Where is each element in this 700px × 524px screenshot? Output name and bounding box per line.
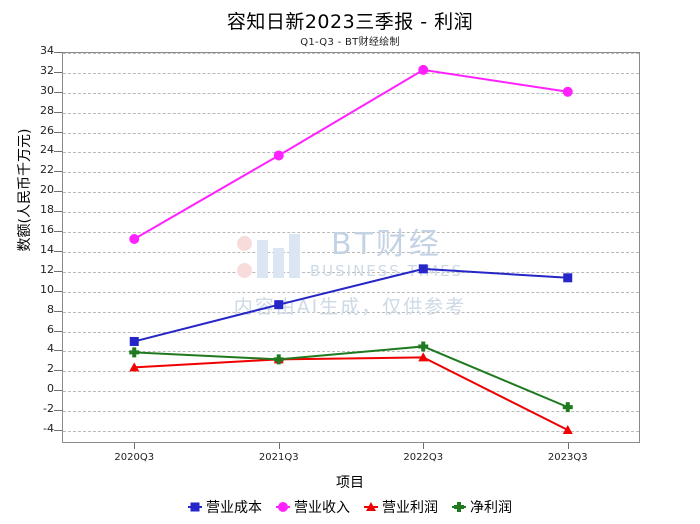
y-tick-label: 32: [40, 63, 54, 77]
y-tick-mark: [54, 111, 62, 113]
x-axis-label: 项目: [336, 475, 364, 491]
y-tick-mark: [54, 250, 62, 252]
legend-item[interactable]: 营业收入: [276, 497, 350, 517]
gridline: [63, 331, 639, 333]
legend-marker-icon: [188, 500, 202, 514]
y-tick-mark: [54, 211, 62, 213]
y-tick-mark: [54, 410, 62, 412]
data-point-marker: [278, 502, 288, 512]
gridline: [63, 251, 639, 253]
legend-marker-icon: [276, 500, 290, 514]
data-point-marker: [190, 502, 200, 512]
y-tick-label: 6: [47, 322, 54, 336]
legend-label: 营业利润: [382, 500, 438, 516]
y-tick-mark: [54, 131, 62, 133]
y-tick-label: 18: [40, 203, 54, 217]
y-tick-mark: [54, 270, 62, 272]
y-tick-label: 24: [40, 143, 54, 157]
y-tick-mark: [54, 370, 62, 372]
y-tick-label: 2: [47, 362, 54, 376]
gridline: [63, 311, 639, 313]
y-tick-label: -2: [43, 402, 54, 416]
legend-marker-icon: [364, 500, 378, 514]
y-tick-label: 26: [40, 123, 54, 137]
x-tick-label: 2022Q3: [403, 452, 444, 463]
y-tick-label: 10: [40, 282, 54, 296]
y-tick-label: 28: [40, 103, 54, 117]
legend-item[interactable]: 营业利润: [364, 497, 438, 517]
gridline: [63, 72, 639, 74]
y-tick-label: -4: [43, 422, 54, 435]
x-tick-label: 2020Q3: [114, 452, 155, 463]
gridline: [63, 53, 639, 54]
x-tick-mark: [567, 443, 569, 449]
y-tick-mark: [54, 310, 62, 312]
y-tick-mark: [54, 171, 62, 173]
y-tick-label: 22: [40, 163, 54, 177]
gridline: [63, 192, 639, 194]
y-tick-label: 30: [40, 83, 54, 97]
gridline: [63, 132, 639, 134]
data-point-marker: [454, 502, 464, 512]
plot-area: [62, 52, 640, 443]
gridline: [63, 271, 639, 273]
legend-item[interactable]: 净利润: [452, 497, 512, 517]
y-tick-mark: [54, 52, 62, 53]
legend-label: 净利润: [470, 500, 512, 516]
chart-legend: 营业成本 营业收入 营业利润 净利润: [0, 497, 700, 517]
legend-item[interactable]: 营业成本: [188, 497, 262, 517]
gridline: [63, 291, 639, 293]
y-tick-label: 8: [47, 302, 54, 316]
y-tick-mark: [54, 430, 62, 431]
legend-marker-icon: [452, 500, 466, 514]
data-point-marker: [366, 502, 376, 511]
y-tick-label: 0: [47, 382, 54, 396]
y-tick-mark: [54, 71, 62, 73]
gridline: [63, 371, 639, 373]
x-tick-label: 2023Q3: [547, 452, 588, 463]
gridline: [63, 152, 639, 154]
gridline: [63, 411, 639, 413]
y-tick-label: 4: [47, 342, 54, 356]
y-tick-mark: [54, 390, 62, 392]
legend-label: 营业收入: [294, 500, 350, 516]
gridline: [63, 351, 639, 353]
y-tick-mark: [54, 330, 62, 332]
y-tick-label: 14: [40, 242, 54, 256]
gridline: [63, 92, 639, 94]
y-tick-mark: [54, 231, 62, 233]
gridline: [63, 431, 639, 432]
y-tick-mark: [54, 290, 62, 292]
y-tick-label: 16: [40, 223, 54, 237]
chart-title: 容知日新2023三季报 - 利润: [226, 11, 474, 33]
x-tick-mark: [278, 443, 280, 449]
y-tick-label: 20: [40, 183, 54, 197]
y-tick-mark: [54, 191, 62, 193]
x-tick-mark: [423, 443, 425, 449]
gridline: [63, 112, 639, 114]
x-tick-label: 2021Q3: [258, 452, 299, 463]
gridline: [63, 391, 639, 393]
gridline: [63, 232, 639, 234]
x-tick-mark: [134, 443, 136, 449]
gridline: [63, 172, 639, 174]
chart-subtitle: Q1-Q3 - BT财经绘制: [300, 37, 400, 48]
y-tick-mark: [54, 151, 62, 153]
y-tick-mark: [54, 91, 62, 93]
y-tick-mark: [54, 350, 62, 352]
y-tick-label: 34: [40, 44, 54, 57]
legend-label: 营业成本: [206, 500, 262, 516]
y-tick-label: 12: [40, 262, 54, 276]
gridline: [63, 212, 639, 214]
